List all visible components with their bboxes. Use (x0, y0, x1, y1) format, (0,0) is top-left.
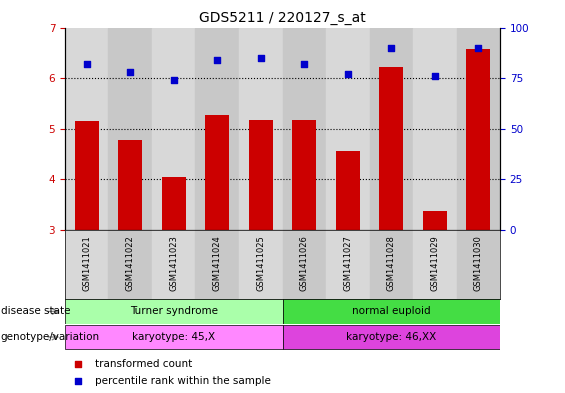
Bar (282, 28, 326, 230)
Bar (75, 121, 99, 230)
Bar (205, 114, 229, 230)
Text: GSM1411030: GSM1411030 (474, 235, 483, 291)
Bar (108, 28, 152, 230)
Point (169, 77, 178, 83)
Bar (370, 28, 413, 230)
Point (73, 360, 82, 367)
Point (430, 73, 439, 79)
Bar (152, 230, 195, 299)
Bar (239, 28, 282, 230)
Point (212, 57, 221, 63)
Text: GSM1411025: GSM1411025 (257, 235, 265, 291)
Text: GSM1411022: GSM1411022 (126, 235, 134, 291)
Bar (413, 230, 457, 299)
Bar (162, 177, 186, 230)
Text: GSM1411028: GSM1411028 (387, 235, 396, 291)
Text: GSM1411026: GSM1411026 (300, 235, 308, 291)
Bar (65, 299, 282, 324)
Point (299, 61, 308, 67)
Text: Turner syndrome: Turner syndrome (130, 307, 218, 316)
Bar (65, 28, 108, 230)
Bar (195, 28, 239, 230)
Point (125, 69, 134, 75)
Text: GSM1411023: GSM1411023 (170, 235, 178, 291)
Text: normal euploid: normal euploid (352, 307, 431, 316)
Bar (249, 119, 273, 230)
Text: GSM1411021: GSM1411021 (82, 235, 91, 291)
Point (343, 71, 352, 77)
Point (256, 55, 265, 61)
Text: GSM1411024: GSM1411024 (213, 235, 221, 291)
Title: GDS5211 / 220127_s_at: GDS5211 / 220127_s_at (199, 11, 366, 25)
Text: percentile rank within the sample: percentile rank within the sample (95, 376, 271, 386)
Text: karyotype: 46,XX: karyotype: 46,XX (346, 332, 436, 342)
Bar (282, 325, 500, 349)
Bar (282, 230, 326, 299)
Text: GSM1411029: GSM1411029 (431, 235, 439, 291)
Text: transformed count: transformed count (95, 358, 193, 369)
Bar (379, 67, 403, 230)
Text: GSM1411027: GSM1411027 (344, 235, 352, 291)
Point (73, 378, 82, 384)
Point (82, 61, 92, 67)
Bar (413, 28, 457, 230)
Bar (423, 211, 447, 230)
Point (386, 44, 396, 51)
Bar (370, 230, 413, 299)
Bar (292, 119, 316, 230)
Bar (65, 230, 108, 299)
Bar (65, 325, 282, 349)
Text: genotype/variation: genotype/variation (1, 332, 99, 342)
Bar (326, 28, 370, 230)
Bar (326, 230, 370, 299)
Bar (195, 230, 239, 299)
Bar (336, 151, 360, 230)
Bar (457, 28, 500, 230)
Bar (108, 230, 152, 299)
Bar (282, 299, 500, 324)
Bar (239, 230, 282, 299)
Bar (118, 140, 142, 230)
Text: disease state: disease state (1, 307, 70, 316)
Text: karyotype: 45,X: karyotype: 45,X (132, 332, 215, 342)
Bar (457, 230, 500, 299)
Bar (152, 28, 195, 230)
Point (473, 44, 483, 51)
Bar (466, 49, 490, 230)
